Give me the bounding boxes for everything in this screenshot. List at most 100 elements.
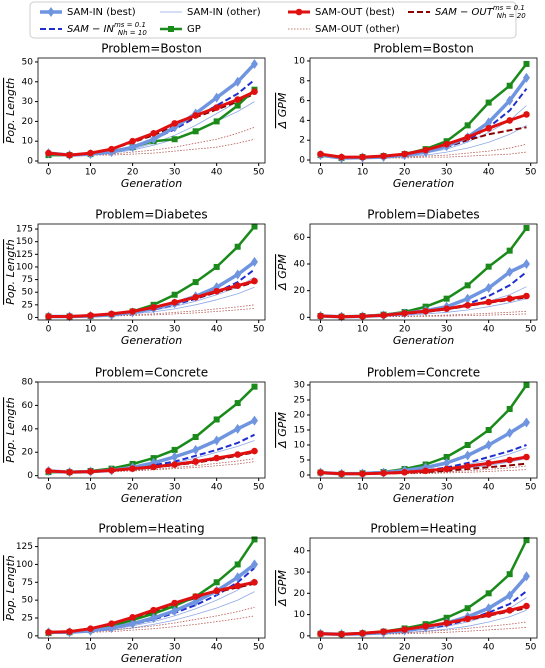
marker — [506, 82, 513, 89]
legend-name: SAM-IN (other) — [187, 7, 261, 18]
y-axis-label: Δ GPM — [276, 570, 289, 607]
marker — [485, 427, 492, 433]
panel-title: Problem=Heating — [370, 522, 476, 536]
marker — [443, 295, 450, 302]
y-tick-label: 175 — [16, 225, 33, 235]
series-line — [320, 462, 527, 475]
marker — [485, 611, 492, 618]
marker — [464, 293, 472, 304]
x-tick-label: 40 — [483, 483, 495, 493]
marker — [464, 122, 471, 129]
marker — [380, 628, 387, 635]
y-tick-label: 50 — [22, 57, 34, 67]
y-tick-label: 25 — [22, 300, 33, 310]
marker — [45, 313, 52, 320]
y-axis-label: Pop. Length — [4, 78, 17, 144]
x-tick-label: 30 — [441, 168, 453, 178]
y-tick-label: 125 — [16, 542, 33, 552]
y-tick-label: 100 — [16, 262, 33, 272]
x-tick-label: 50 — [253, 168, 265, 178]
x-tick-label: 20 — [399, 325, 411, 335]
y-tick-label: 150 — [16, 237, 33, 247]
series-line — [320, 313, 527, 318]
x-tick-label: 0 — [318, 643, 324, 653]
marker — [150, 463, 157, 471]
x-tick-label: 20 — [399, 168, 411, 178]
marker — [485, 263, 492, 270]
marker — [250, 559, 258, 570]
marker — [150, 613, 158, 623]
marker — [108, 467, 115, 474]
marker — [251, 447, 258, 455]
y-tick-label: 0 — [27, 631, 33, 641]
series-line — [48, 308, 255, 317]
y-axis-label: Pop. Length — [4, 239, 17, 305]
marker — [338, 313, 345, 320]
y-tick-label: 25 — [22, 614, 33, 624]
y-tick-label: 30 — [294, 568, 306, 578]
x-tick-label: 50 — [253, 325, 265, 335]
panel-title: Problem=Boston — [101, 42, 202, 56]
marker — [47, 7, 55, 17]
marker — [87, 149, 94, 157]
marker — [168, 26, 174, 32]
marker — [464, 282, 471, 289]
marker — [251, 383, 258, 390]
y-tick-label: 40 — [294, 260, 306, 270]
marker — [317, 469, 324, 476]
marker — [171, 291, 178, 298]
series-line — [48, 138, 255, 156]
y-tick-label: 20 — [294, 411, 306, 421]
x-tick-label: 50 — [525, 325, 537, 335]
y-tick-label: 15 — [294, 426, 305, 436]
marker — [485, 99, 492, 106]
x-tick-label: 10 — [357, 483, 369, 493]
marker — [317, 312, 324, 320]
x-tick-label: 0 — [46, 168, 52, 178]
y-tick-label: 4 — [299, 116, 305, 126]
marker — [129, 308, 136, 315]
marker — [443, 458, 451, 468]
legend-box — [29, 1, 517, 39]
y-axis-label: Pop. Length — [4, 555, 17, 621]
marker — [485, 117, 493, 128]
marker — [522, 417, 530, 428]
series-line — [320, 88, 528, 159]
x-tick-label: 40 — [483, 643, 495, 653]
marker — [443, 465, 450, 473]
x-tick-label: 50 — [253, 483, 265, 493]
marker — [506, 428, 514, 438]
y-tick-label: 20 — [22, 117, 34, 127]
x-tick-label: 10 — [85, 643, 97, 653]
y-tick-label: 80 — [22, 378, 34, 388]
marker — [506, 295, 513, 302]
legend-name: SAM − IN — [67, 24, 115, 35]
plot-frame — [37, 537, 266, 639]
marker — [464, 450, 472, 461]
marker — [171, 136, 178, 143]
legend-label: SAM − OUTms = 0.1 Nh = 20 — [435, 4, 526, 20]
plot-frame — [37, 381, 266, 479]
marker — [87, 312, 94, 319]
x-axis-label: Generation — [393, 652, 454, 665]
marker — [171, 461, 178, 468]
marker — [506, 590, 514, 601]
marker — [317, 630, 324, 638]
x-tick-label: 50 — [525, 483, 537, 493]
y-tick-label: 0 — [299, 471, 305, 481]
series-line — [48, 606, 255, 633]
y-tick-label: 0 — [27, 313, 33, 323]
x-tick-label: 20 — [127, 325, 139, 335]
y-tick-label: 10 — [294, 610, 306, 620]
marker — [523, 602, 530, 610]
x-tick-label: 0 — [318, 325, 324, 335]
legend-name: SAM − OUT — [435, 7, 494, 18]
y-tick-label: 0 — [299, 313, 305, 323]
marker — [401, 310, 408, 317]
marker — [171, 299, 178, 306]
x-tick-label: 30 — [169, 643, 181, 653]
marker — [506, 571, 513, 578]
x-tick-label: 10 — [85, 168, 97, 178]
marker — [192, 434, 199, 441]
y-axis-label: Δ GPM — [276, 254, 289, 291]
